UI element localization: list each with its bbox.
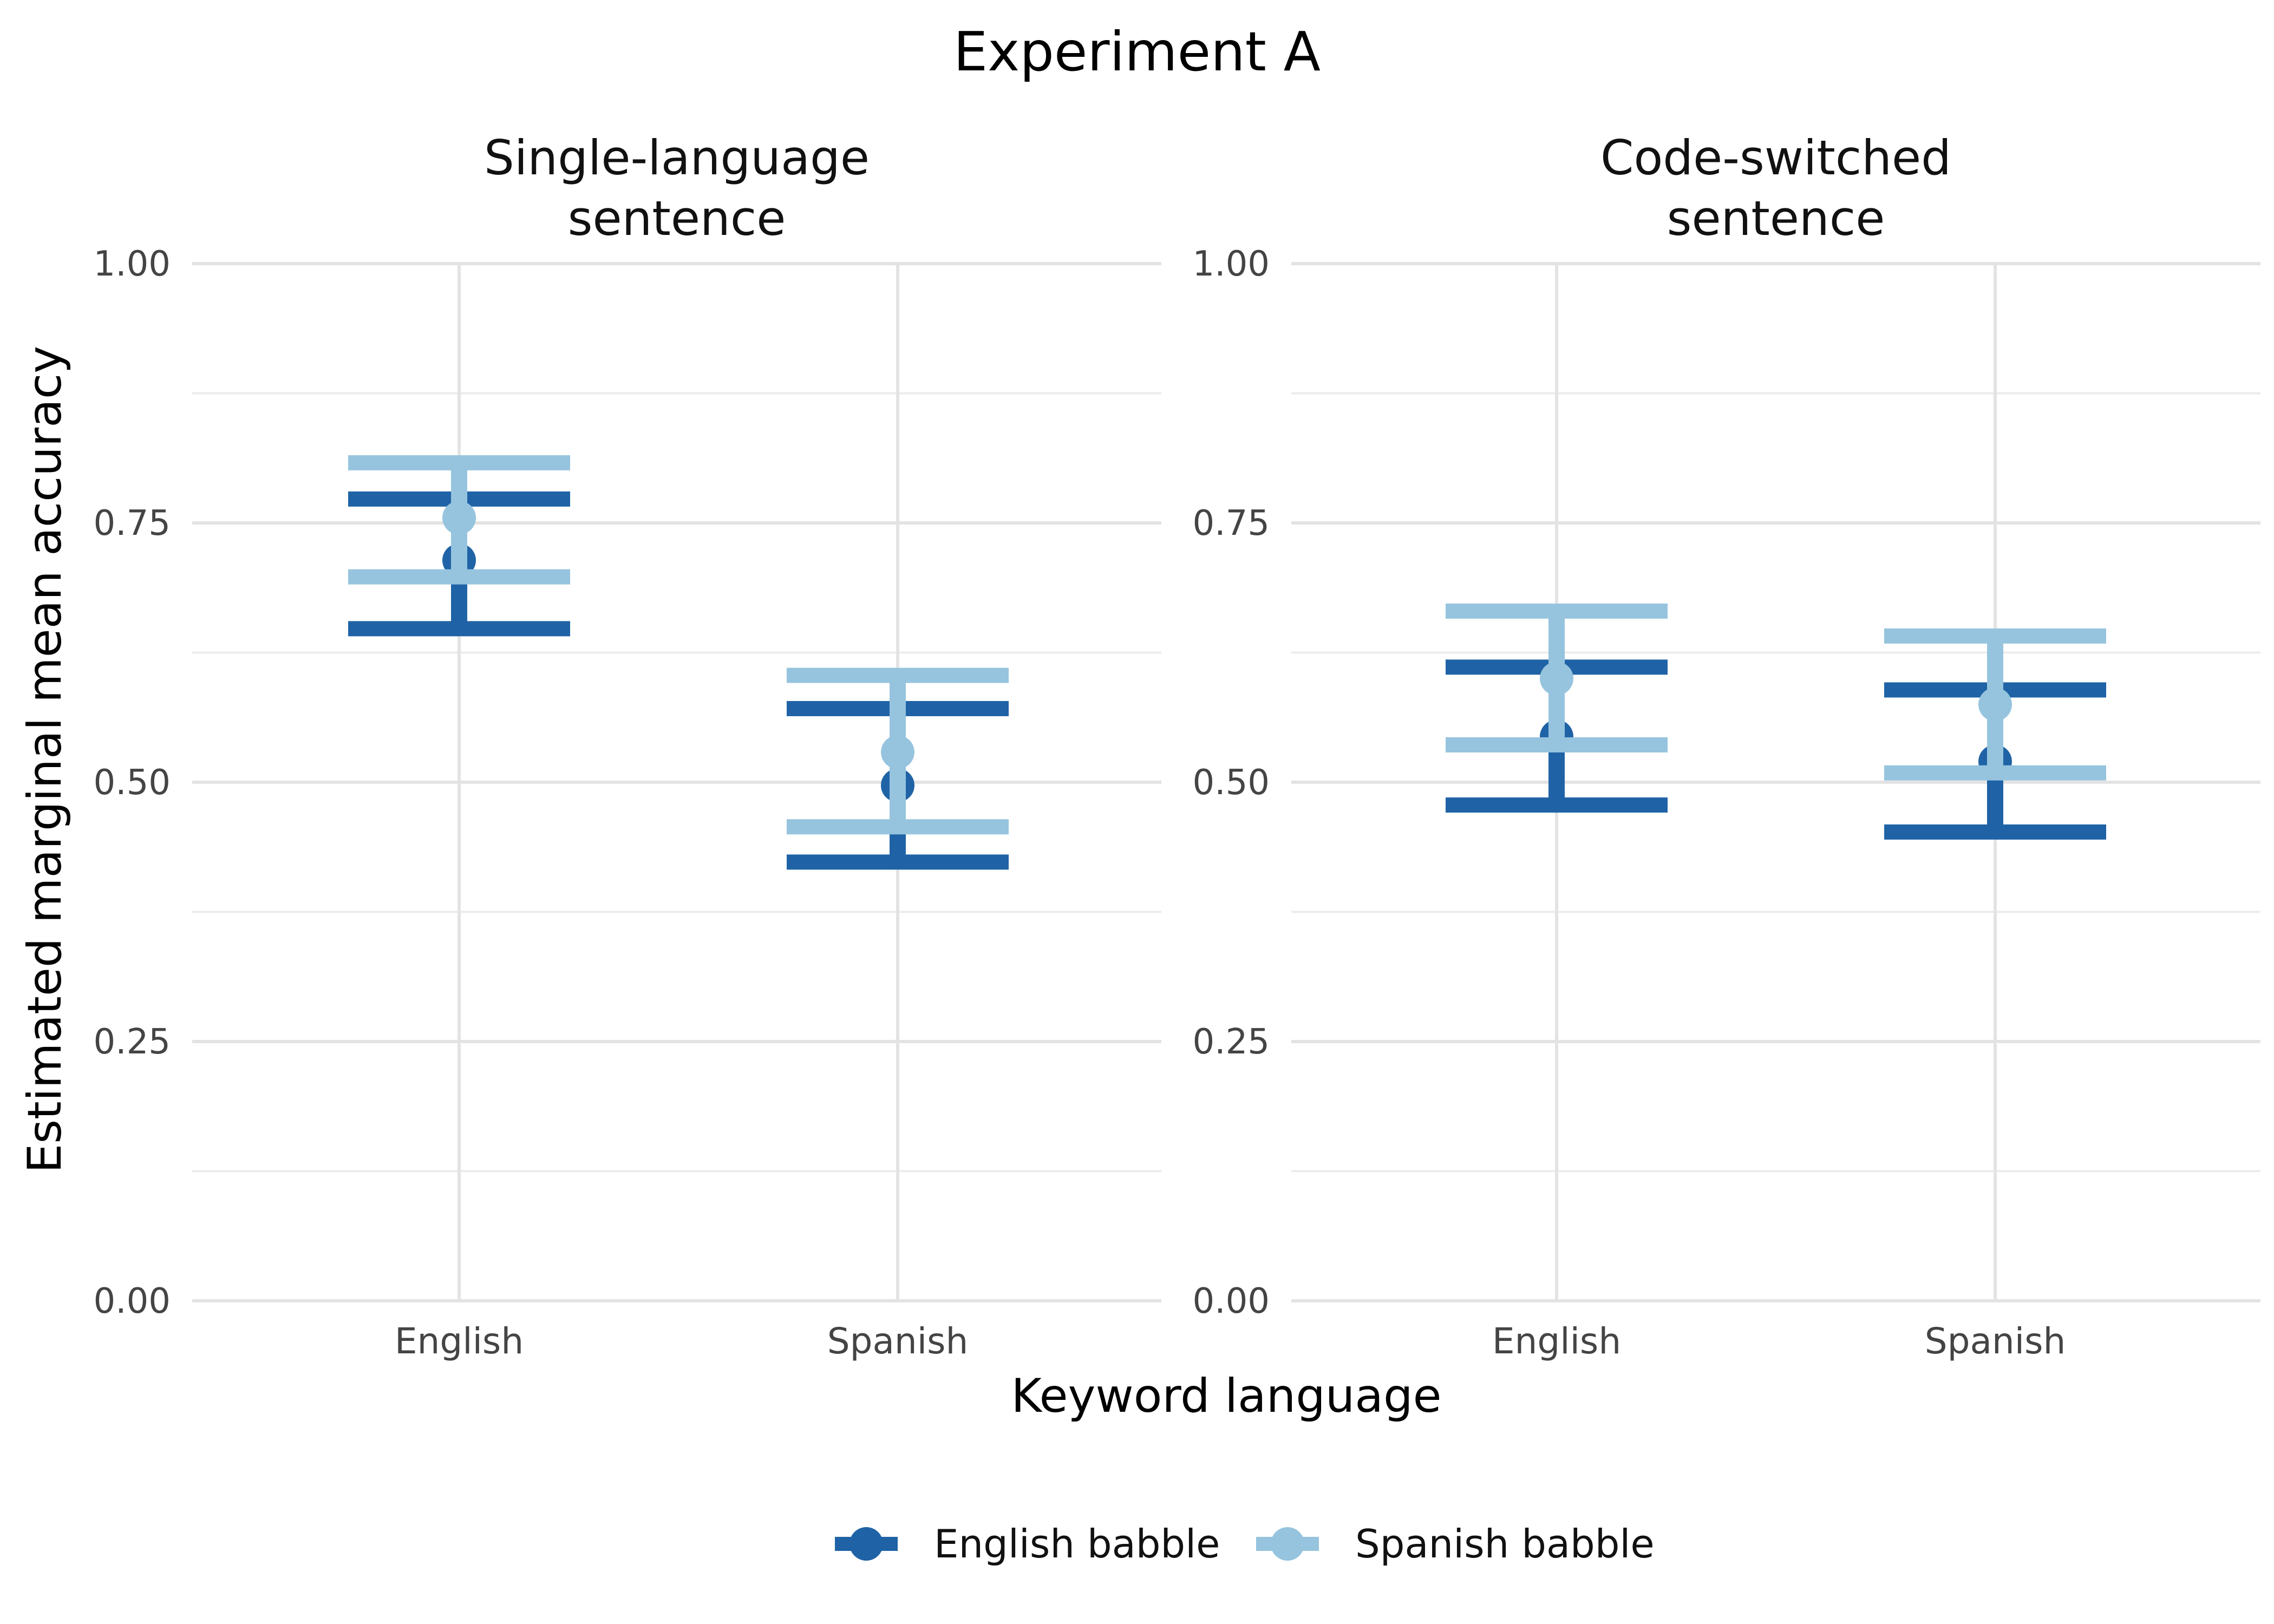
x-tick-label: Spanish [1925,1320,2066,1362]
mean-point [881,735,914,769]
y-tick-label: 0.75 [94,503,171,543]
legend-key-point [850,1527,883,1561]
x-tick-label: English [395,1320,524,1362]
mean-point [442,501,476,535]
legend-item-2: Spanish babble [1256,1521,1655,1567]
x-axis-label: Keyword language [1011,1369,1441,1423]
y-tick-label: 0.25 [94,1022,171,1062]
panel-2-title-line-1: Code-switched [1600,130,1951,186]
y-tick-label: 0.50 [1193,763,1270,803]
y-tick-label: 0.50 [94,763,171,803]
mean-point [1540,662,1573,696]
x-tick-label: English [1492,1320,1621,1362]
legend-item-1: English babble [835,1521,1220,1567]
y-tick-label: 1.00 [94,244,171,284]
x-tick-label: Spanish [827,1320,969,1362]
legend-label: Spanish babble [1355,1521,1655,1567]
panel-2-title-line-2: sentence [1667,191,1885,246]
mean-point [1978,687,2012,722]
legend: English babble Spanish babble [835,1521,1655,1567]
series-2 [1446,603,2106,781]
y-tick-label: 1.00 [1193,244,1270,284]
legend-key-point [1271,1527,1304,1561]
y-tick-label: 0.00 [94,1281,171,1321]
y-tick-label: 0.25 [1193,1022,1270,1062]
series-2 [348,455,1009,835]
panel-1-title-line-2: sentence [568,191,786,246]
y-axis-label: Estimated marginal mean accuracy [18,346,72,1173]
y-tick-label: 0.75 [1193,503,1270,543]
legend-label: English babble [934,1521,1220,1567]
panels: Single-languagesentence0.000.250.500.751… [94,130,2260,1362]
chart-title: Experiment A [953,20,1321,83]
panel-1-title-line-1: Single-language [484,130,870,186]
y-tick-label: 0.00 [1193,1281,1270,1321]
